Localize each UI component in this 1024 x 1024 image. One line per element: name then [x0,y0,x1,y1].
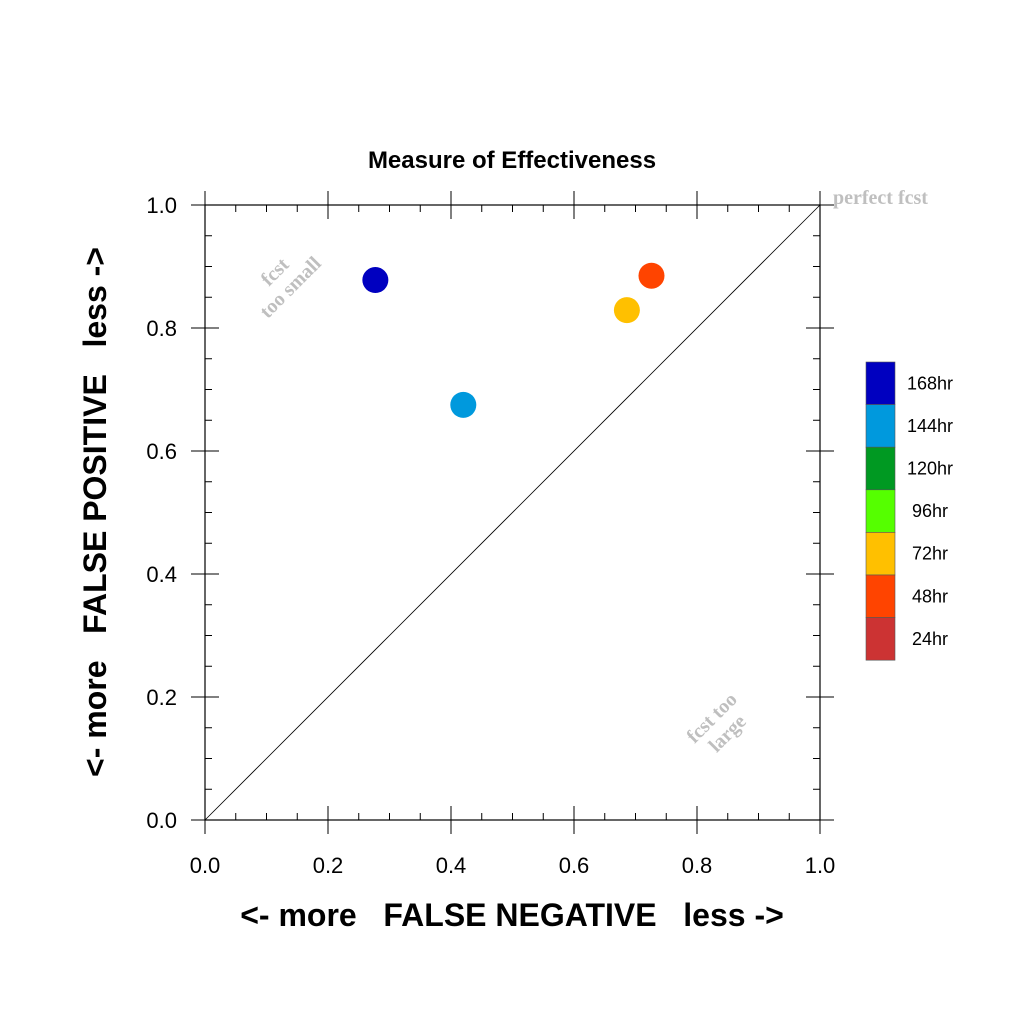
y-tick-label: 0.8 [146,316,177,341]
annotation-perfect-fcst: perfect fcst [833,187,928,209]
data-point-72hr [613,297,640,324]
legend-swatch-120hr [865,446,896,491]
x-tick-label: 0.6 [559,853,590,878]
legend-label-168hr: 168hr [907,373,953,393]
y-tick-label: 0.2 [146,685,177,710]
data-point-48hr [638,262,665,289]
annotation-too-small: fcst too small [256,252,326,322]
legend-swatch-72hr [865,532,896,576]
tick-labels: 0.0 0.2 0.4 0.6 0.8 1.0 0.0 0.2 0.4 0.6 0.8 1.0 [146,193,835,878]
x-tick-label: 0.4 [436,853,467,878]
legend-label-96hr: 96hr [912,501,948,521]
legend-swatch-48hr [865,574,896,618]
legend-label-144hr: 144hr [907,416,953,436]
perfect-forecast-line [204,204,821,821]
data-points [362,262,665,418]
legend-swatch-24hr [865,617,896,661]
data-point-144hr [450,391,477,418]
x-tick-label: 0.0 [190,853,221,878]
x-tick-label: 0.2 [313,853,344,878]
chart-title: Measure of Effectiveness [368,147,656,174]
legend-swatch-168hr [865,361,896,405]
y-tick-label: 0.6 [146,439,177,464]
x-axis-label: <- more FALSE NEGATIVE less -> [240,897,784,933]
annotation-too-large: fcst too large [683,689,751,757]
x-tick-label: 0.8 [682,853,713,878]
legend-label-120hr: 120hr [907,459,953,479]
y-axis-label: <- more FALSE POSITIVE less -> [77,247,113,777]
legend-label-24hr: 24hr [912,629,948,649]
legend-label-48hr: 48hr [912,586,948,606]
legend-swatch-144hr [865,404,896,448]
y-tick-label: 0.0 [146,808,177,833]
legend: 168hr 144hr 120hr 96hr 72hr 48hr 24hr [865,361,953,661]
y-tick-label: 1.0 [146,193,177,218]
x-tick-label: 1.0 [805,853,836,878]
plot-frame [204,204,821,821]
legend-swatch-96hr [865,489,896,533]
legend-label-72hr: 72hr [912,544,948,564]
annotation-too-small-line2: too small [256,252,326,322]
data-point-168hr [362,267,389,294]
y-tick-label: 0.4 [146,562,177,587]
